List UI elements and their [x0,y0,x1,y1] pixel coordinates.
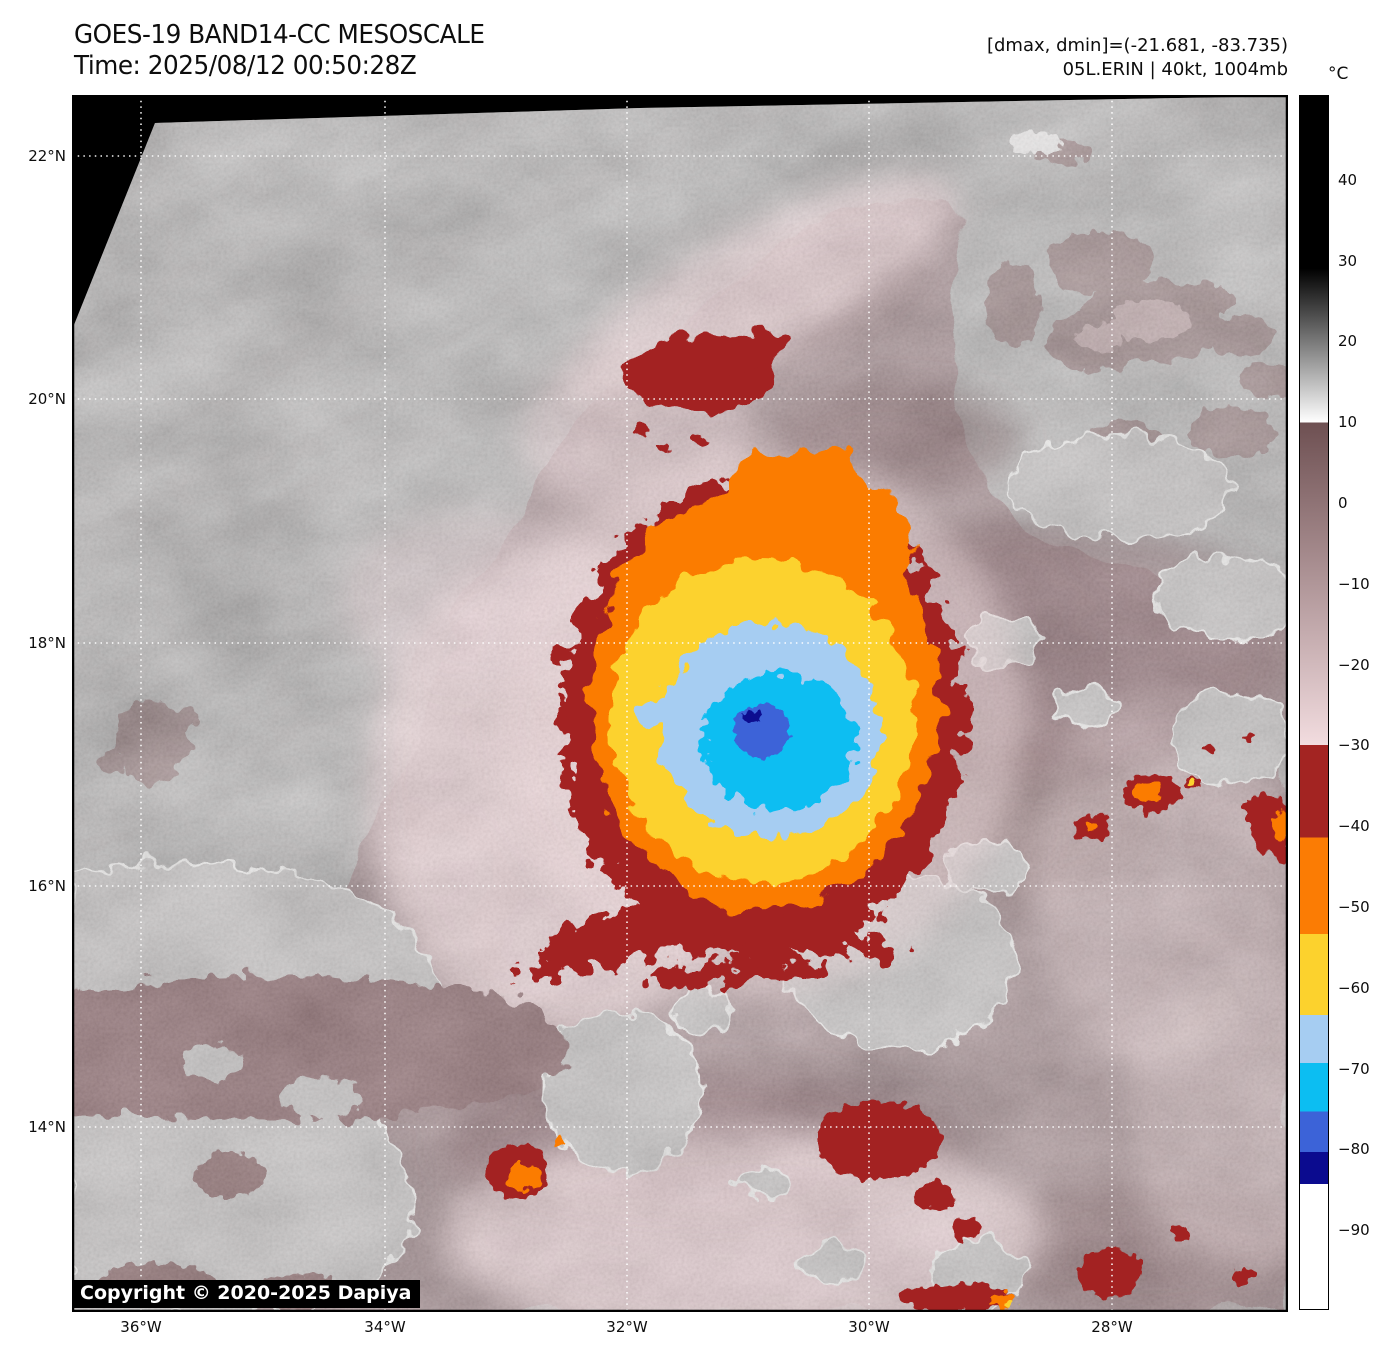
lon-label: 30°W [848,1318,890,1336]
lon-label: 28°W [1091,1318,1133,1336]
colorbar-tick-label: 10 [1338,413,1358,432]
colorbar-tick-label: −90 [1338,1221,1370,1240]
coldest-pixel-navy [743,710,763,722]
lon-label: 34°W [364,1318,406,1336]
storm-info: 05L.ERIN | 40kt, 1004mb [1062,59,1288,80]
colorbar-gradient [1300,96,1328,1309]
colorbar-tick-label: 20 [1338,332,1358,351]
timestamp: Time: 2025/08/12 00:50:28Z [74,51,417,81]
colorbar-tick-label: −10 [1338,574,1370,593]
colorbar-tick-label: 30 [1338,251,1358,270]
colorbar-tick-label: 0 [1338,494,1348,513]
page-title: GOES-19 BAND14-CC MESOSCALE [74,20,485,50]
colorbar-tick-label: −60 [1338,978,1370,997]
colorbar-tick-label: 40 [1338,170,1358,189]
colorbar-tick-label: −40 [1338,817,1370,836]
copyright-badge: Copyright © 2020-2025 Dapiya [73,1280,421,1308]
colorbar-tick-label: −30 [1338,736,1370,755]
convective-cells [485,331,1288,1312]
colorbar-tick-label: −80 [1338,1140,1370,1159]
lat-label: 18°N [28,634,66,652]
colorbar [1299,95,1329,1310]
colorbar-tick-label: −50 [1338,898,1370,916]
lon-label: 36°W [120,1318,162,1336]
lat-label: 14°N [28,1118,66,1136]
hurricane-core [516,446,965,989]
lon-label: 32°W [606,1318,648,1336]
cloud-scene [72,96,1288,1312]
colorbar-unit-label: °C [1328,64,1349,84]
lat-label: 16°N [28,877,66,895]
cold-core-blue [734,704,790,758]
map-frame [72,95,1288,1312]
dmax-dmin-readout: [dmax, dmin]=(-21.681, -83.735) [986,35,1288,56]
colorbar-tick-label: −70 [1338,1059,1370,1078]
lat-label: 20°N [28,390,66,408]
satellite-map [72,95,1288,1312]
lat-label: 22°N [28,147,66,165]
colorbar-tick-label: −20 [1338,655,1370,674]
